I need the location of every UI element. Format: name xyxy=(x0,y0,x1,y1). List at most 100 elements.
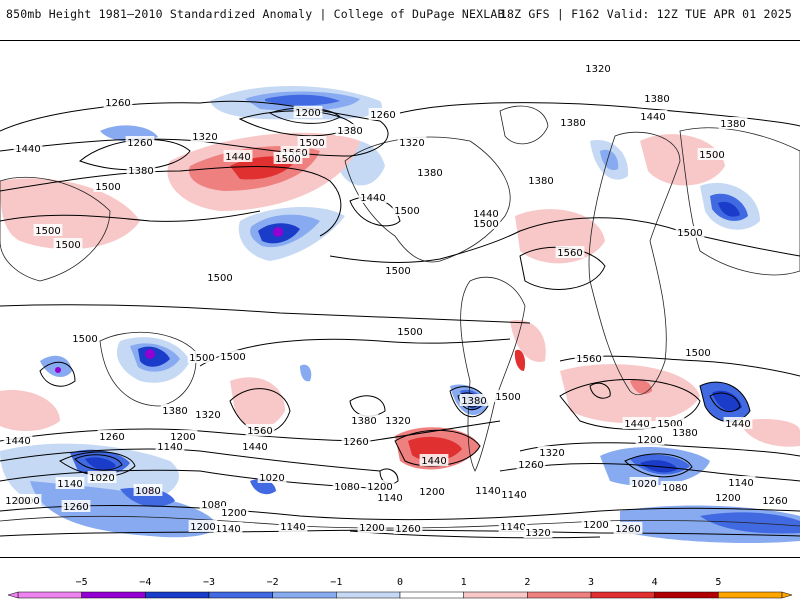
contour-label-bg xyxy=(583,62,613,74)
contour-label: 1500 xyxy=(299,138,324,149)
contour-label: 1140 xyxy=(57,479,82,490)
contour-label-bg xyxy=(526,174,556,186)
contour-label-bg xyxy=(638,110,668,122)
contour-label: 1500 xyxy=(35,226,60,237)
contour-label: 1200 xyxy=(190,522,215,533)
contour-label-bg xyxy=(574,352,604,364)
contour-label-bg xyxy=(419,454,449,466)
contour-label-bg xyxy=(397,136,427,148)
contour-label-bg xyxy=(3,434,33,446)
contour-label: 1200 xyxy=(170,432,195,443)
contour-label-bg xyxy=(188,520,218,532)
contour-label-bg xyxy=(642,92,672,104)
contour-label-bg xyxy=(723,417,753,429)
contour-label: 1260 xyxy=(762,496,787,507)
contour-label: 1080 xyxy=(662,483,687,494)
contour-label-bg xyxy=(193,408,223,420)
europe-africa-outline xyxy=(588,131,681,396)
colorbar-max-arrow xyxy=(781,591,793,599)
contour-label-bg xyxy=(613,522,643,534)
contour-label-bg xyxy=(415,166,445,178)
contour-label: 1500 xyxy=(685,348,710,359)
contour-label: 1440 xyxy=(640,112,665,123)
contour-label: 1200 xyxy=(715,493,740,504)
negative-anomaly-shading xyxy=(0,86,800,543)
contour-label-bg xyxy=(133,484,163,496)
contour-label-bg xyxy=(683,346,713,358)
height-contours xyxy=(0,100,800,539)
colorbar-segment xyxy=(81,591,146,599)
colorbar-segment xyxy=(590,591,655,599)
model-run-info: 18Z GFS | F162 Valid: 12Z TUE APR 01 202… xyxy=(499,7,792,21)
contour-label: 1380 xyxy=(644,94,669,105)
contour-label: 1200 xyxy=(637,435,662,446)
contour-label: 1440 xyxy=(5,436,30,447)
colorbar-segment xyxy=(718,591,783,599)
contour-label: 1140 xyxy=(157,442,182,453)
colorbar-segment xyxy=(336,591,401,599)
contour-label-bg xyxy=(635,433,665,445)
contour-label-bg xyxy=(213,522,243,534)
contour-label-bg xyxy=(493,390,523,402)
contour-label-bg xyxy=(670,426,700,438)
contour-label: 1440 xyxy=(360,193,385,204)
contour-label: 1200 xyxy=(583,520,608,531)
contour-label: 1140 xyxy=(377,493,402,504)
contour-label-bg xyxy=(395,325,425,337)
contour-label: 1320 xyxy=(399,138,424,149)
contour-label: 1380 xyxy=(337,126,362,137)
antarctica-outline xyxy=(0,515,800,529)
contour-label-bg xyxy=(97,430,127,442)
contour-label-bg xyxy=(375,491,405,503)
contour-label-bg xyxy=(293,106,323,118)
colorbar-segment xyxy=(17,591,82,599)
contour-label-bg xyxy=(357,521,387,533)
contour-label: 1380 xyxy=(720,119,745,130)
contour-label-bg xyxy=(341,435,371,447)
header: 850mb Height 1981–2010 Standardized Anom… xyxy=(0,0,800,30)
colorbar-tick-label: −3 xyxy=(203,577,215,588)
contour-label: 1320 xyxy=(195,410,220,421)
contour-label: 1260 xyxy=(370,110,395,121)
contour-label: 1260 xyxy=(99,432,124,443)
contour-label-bg xyxy=(498,520,528,532)
colorbar-tick-label: 4 xyxy=(652,577,658,588)
contour-label: 1560 xyxy=(557,248,582,259)
contour-label-bg xyxy=(335,124,365,136)
contour-label: 1500 xyxy=(95,182,120,193)
contour-label-bg xyxy=(471,207,501,219)
contour-label-bg xyxy=(383,414,413,426)
contour-label-bg xyxy=(187,351,217,363)
colorbar-segment xyxy=(145,591,210,599)
colorbar-tick-label: −1 xyxy=(330,577,342,588)
contour-label: 1260 xyxy=(127,138,152,149)
coastlines xyxy=(0,105,800,529)
contour-label: 1320 xyxy=(585,64,610,75)
contour-label: 1500 xyxy=(207,273,232,284)
contour-label-bg xyxy=(523,526,553,538)
contour-label-bg xyxy=(581,518,611,530)
contour-label: 1140 xyxy=(500,522,525,533)
contour-label: 1140 xyxy=(475,486,500,497)
contour-label-bg xyxy=(13,142,43,154)
map-panel: 1320 1260 1200 1260 1380 1260 1320 1500 1440 1560… xyxy=(0,40,800,558)
contour-label-bg xyxy=(53,238,83,250)
contour-label-bg xyxy=(126,164,156,176)
contour-label: 1020 xyxy=(631,479,656,490)
contour-label-bg xyxy=(365,480,395,492)
contour-label: 1260 xyxy=(395,524,420,535)
contour-label: 1200 xyxy=(295,108,320,119)
contour-label: 1140 xyxy=(215,524,240,535)
contour-label-bg xyxy=(697,148,727,160)
colorbar-segment xyxy=(399,591,464,599)
contour-label-bg xyxy=(332,480,362,492)
colorbar-tick-label: 0 xyxy=(397,577,403,588)
contour-label-bg xyxy=(205,271,235,283)
contour-label-bg xyxy=(358,191,388,203)
contour-label-bg xyxy=(675,226,705,238)
contour-label-bg xyxy=(219,506,249,518)
contour-label-bg xyxy=(718,117,748,129)
colorbar-segment xyxy=(654,591,719,599)
contour-label: 1560 xyxy=(247,426,272,437)
contour-label: 1500 xyxy=(220,352,245,363)
